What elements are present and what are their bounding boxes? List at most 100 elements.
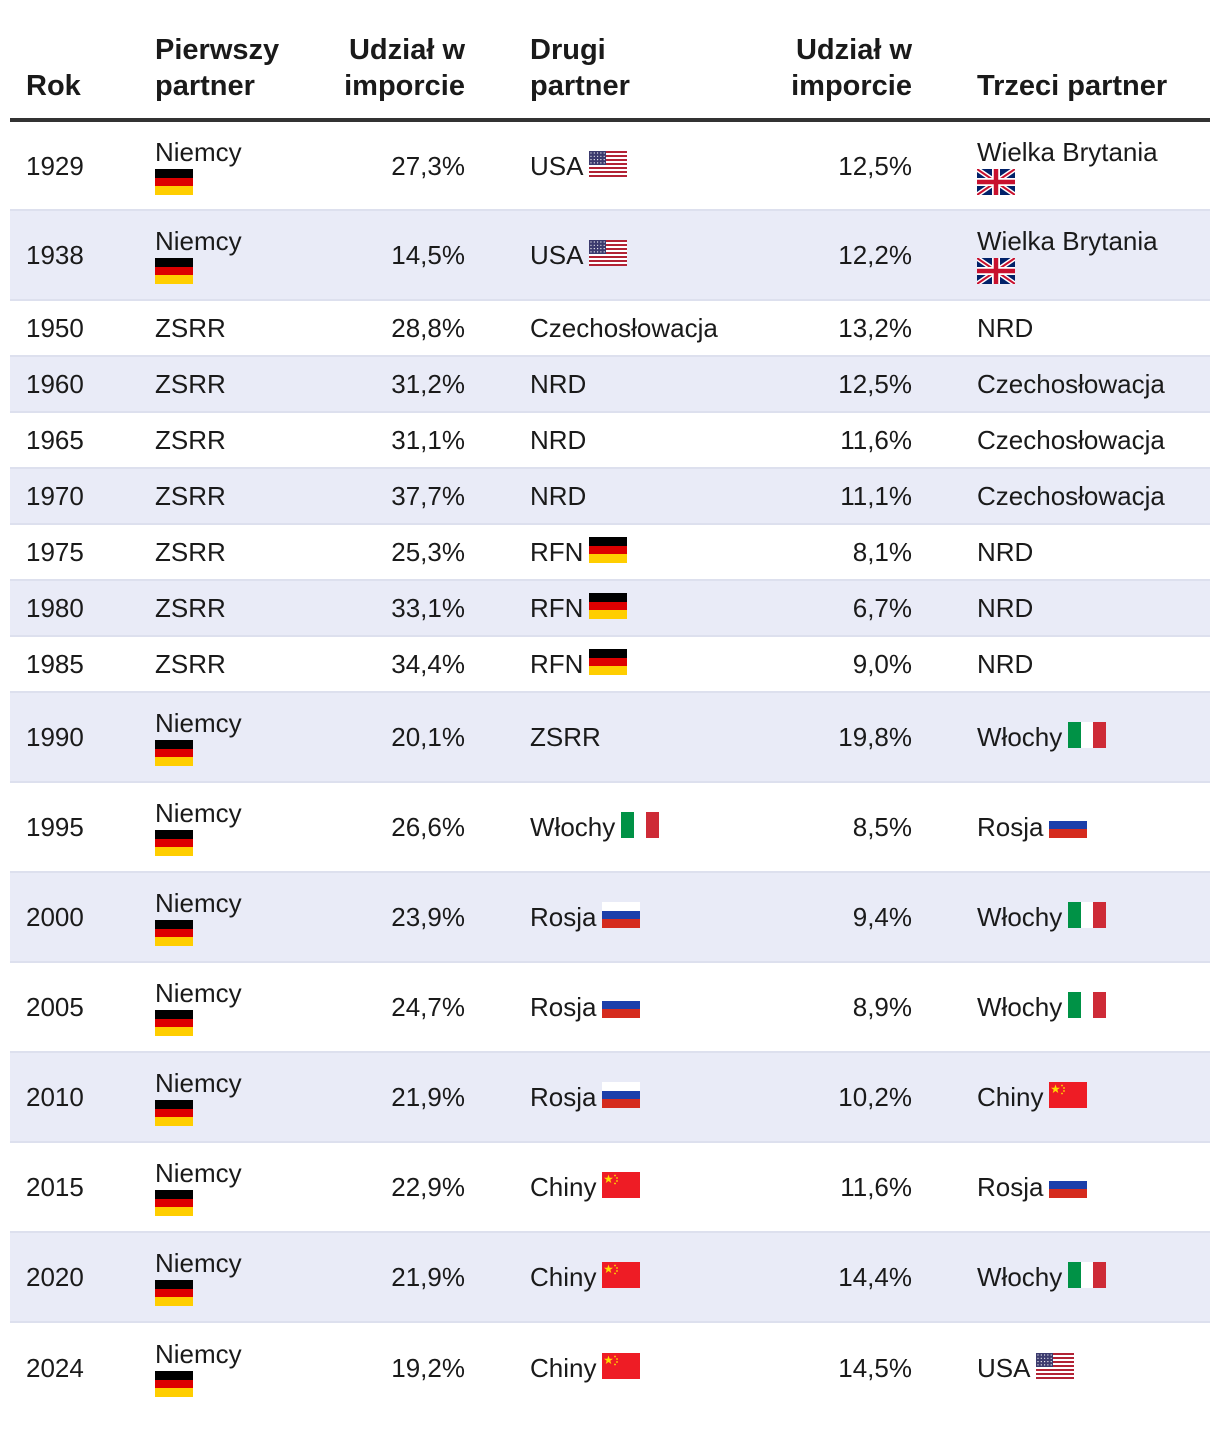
partner2-name: Rosja — [530, 902, 597, 932]
uk-flag-icon — [977, 258, 1015, 284]
partner2-name: RFN — [530, 593, 584, 623]
partner3-name: NRD — [977, 593, 1034, 623]
partner3-name: Rosja — [977, 812, 1044, 842]
table-row: 1970 ZSRR 37,7% NRD 11,1% Czechosłowacja — [10, 468, 1210, 525]
year-cell: 1929 — [10, 120, 138, 211]
partner2-cell: Rosja — [465, 872, 695, 963]
partner1-cell: ZSRR — [138, 468, 280, 525]
partner1-cell: ZSRR — [138, 412, 280, 469]
partner2-cell: Chiny — [465, 1142, 695, 1233]
partner1-name: ZSRR — [155, 425, 226, 455]
partner1-cell: Niemcy — [138, 782, 280, 873]
share1-cell: 25,3% — [280, 524, 465, 581]
partner3-name: Rosja — [977, 1172, 1044, 1202]
partner3-name: Wielka Brytania — [977, 226, 1158, 256]
header-row: Rok Pierwszy partner Udział w imporcie Dru… — [10, 0, 1210, 122]
share2-cell: 11,6% — [695, 1142, 912, 1233]
partner2-cell: Chiny — [465, 1322, 695, 1412]
table-row: 2020 Niemcy 21,9% Chiny 14,4% Włochy — [10, 1232, 1210, 1323]
table-row: 1938 Niemcy 14,5% USA 12,2% Wielka Brytania — [10, 210, 1210, 301]
header-year: Rok — [10, 0, 138, 122]
year-cell: 1950 — [10, 300, 138, 357]
share1-cell: 14,5% — [280, 210, 465, 301]
partner2-cell: Rosja — [465, 1052, 695, 1143]
partner3-name: Włochy — [977, 902, 1063, 932]
china-flag-icon — [602, 1172, 641, 1198]
partner1-name: Niemcy — [155, 708, 242, 738]
partner1-cell: ZSRR — [138, 356, 280, 413]
partner1-name: Niemcy — [155, 1158, 242, 1188]
partner2-cell: RFN — [465, 636, 695, 693]
partner2-cell: NRD — [465, 356, 695, 413]
partner3-name: NRD — [977, 537, 1034, 567]
share2-cell: 9,4% — [695, 872, 912, 963]
year-cell: 1995 — [10, 782, 138, 873]
russia-flag-icon — [602, 1082, 641, 1108]
germany-flag-icon — [155, 258, 193, 284]
germany-flag-icon — [155, 830, 193, 856]
partner1-name: Niemcy — [155, 978, 242, 1008]
partner3-cell: Wielka Brytania — [912, 210, 1210, 301]
table-row: 1950 ZSRR 28,8% Czechosłowacja 13,2% NRD — [10, 300, 1210, 357]
partner2-name: Chiny — [530, 1262, 597, 1292]
usa-flag-icon — [1036, 1352, 1075, 1379]
partner1-name: Niemcy — [155, 798, 242, 828]
share1-cell: 24,7% — [280, 962, 465, 1053]
share1-cell: 23,9% — [280, 872, 465, 963]
partner2-name: Rosja — [530, 1082, 597, 1112]
partner1-cell: ZSRR — [138, 580, 280, 637]
import-partners-table-container: Rok Pierwszy partner Udział w imporcie Dru… — [10, 0, 1210, 1412]
russia-flag-icon — [602, 902, 641, 928]
share1-cell: 31,2% — [280, 356, 465, 413]
partner2-cell: Włochy — [465, 782, 695, 873]
partner1-name: Niemcy — [155, 1068, 242, 1098]
germany-flag-icon — [589, 649, 628, 675]
table-row: 1960 ZSRR 31,2% NRD 12,5% Czechosłowacja — [10, 356, 1210, 413]
partner2-name: NRD — [530, 369, 587, 399]
partner1-cell: Niemcy — [138, 210, 280, 301]
table-header: Rok Pierwszy partner Udział w imporcie Dru… — [10, 0, 1210, 122]
partner3-cell: NRD — [912, 636, 1210, 693]
italy-flag-icon — [1068, 722, 1107, 748]
partner1-cell: Niemcy — [138, 1322, 280, 1412]
partner1-name: Niemcy — [155, 136, 242, 167]
partner2-cell: USA — [465, 120, 695, 211]
table-row: 1980 ZSRR 33,1% RFN 6,7% NRD — [10, 580, 1210, 637]
partner2-cell: Czechosłowacja — [465, 300, 718, 357]
italy-flag-icon — [1068, 902, 1107, 928]
partner1-name: Niemcy — [155, 1248, 242, 1278]
table-row: 1929 Niemcy 27,3% USA 12,5% Wielka Brytania — [10, 120, 1210, 211]
partner2-name: NRD — [530, 425, 587, 455]
share1-cell: 21,9% — [280, 1232, 465, 1323]
share1-cell: 22,9% — [280, 1142, 465, 1233]
uk-flag-icon — [977, 168, 1015, 195]
partner2-name: Chiny — [530, 1352, 597, 1383]
usa-flag-icon — [589, 240, 628, 266]
share2-cell: 8,5% — [695, 782, 912, 873]
partner2-cell: NRD — [465, 468, 695, 525]
share2-cell: 19,8% — [695, 692, 912, 783]
partner2-cell: RFN — [465, 580, 695, 637]
partner3-cell: Czechosłowacja — [912, 468, 1210, 525]
share2-cell: 6,7% — [695, 580, 912, 637]
partner1-name: ZSRR — [155, 537, 226, 567]
partner2-name: ZSRR — [530, 722, 601, 752]
year-cell: 1980 — [10, 580, 138, 637]
partner2-name: USA — [530, 150, 584, 181]
partner3-name: Czechosłowacja — [977, 369, 1165, 399]
partner1-cell: Niemcy — [138, 692, 280, 783]
header-share1: Udział w imporcie — [280, 0, 465, 122]
partner2-cell: RFN — [465, 524, 695, 581]
share2-cell: 8,1% — [695, 524, 912, 581]
partner3-name: Czechosłowacja — [977, 425, 1165, 455]
share2-cell: 11,6% — [695, 412, 912, 469]
germany-flag-icon — [589, 593, 628, 619]
share2-cell: 12,5% — [695, 356, 912, 413]
germany-flag-icon — [155, 1190, 193, 1216]
partner1-name: ZSRR — [155, 313, 226, 343]
share1-cell: 37,7% — [280, 468, 465, 525]
share1-cell: 34,4% — [280, 636, 465, 693]
partner3-cell: Czechosłowacja — [912, 412, 1210, 469]
partner2-name: Chiny — [530, 1172, 597, 1202]
partner2-cell: USA — [465, 210, 695, 301]
